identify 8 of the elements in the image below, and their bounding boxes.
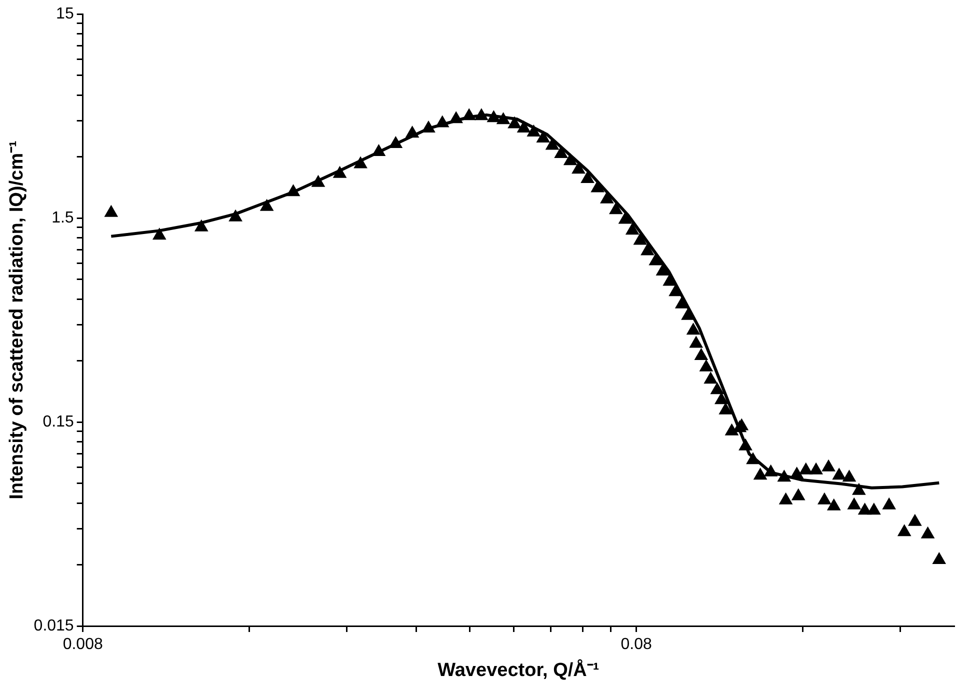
y-axis-title: Intensity of scattered radiation, IQ)/cm⁻¹ xyxy=(6,140,28,500)
y-tick-label: 0.15 xyxy=(42,413,74,430)
y-tick-label: 15 xyxy=(56,5,74,22)
x-tick-label: 0.008 xyxy=(62,636,103,654)
y-tick-label: 1.5 xyxy=(52,209,74,226)
x-tick-label: 0.08 xyxy=(620,636,652,654)
x-axis-title: Wavevector, Q/Å⁻¹ xyxy=(438,658,600,681)
y-tick-label: 0.015 xyxy=(34,617,74,634)
